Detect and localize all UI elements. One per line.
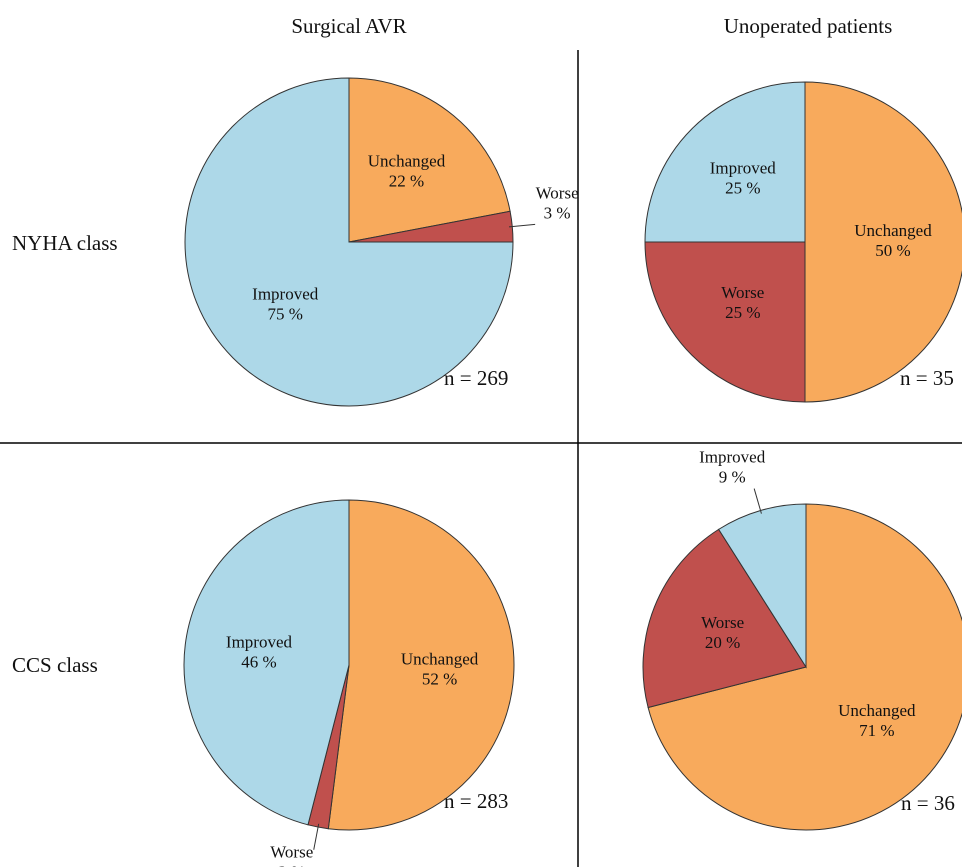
column-title: Surgical AVR (291, 14, 406, 38)
pie-slice (642, 528, 807, 709)
slice-value-label: 22 % (389, 171, 424, 190)
slice-label: Unchanged (854, 221, 932, 240)
pie-slice (644, 241, 806, 403)
pie-slice (183, 499, 350, 826)
slice-value-label: 25 % (725, 179, 760, 198)
leader-line (313, 823, 320, 850)
pie-slice (647, 503, 962, 831)
leader-line (508, 223, 536, 228)
slice-value-label: 75 % (268, 305, 303, 324)
slice-label: Improved (699, 447, 766, 466)
slice-label: Worse (536, 183, 579, 202)
pie-slice (644, 81, 806, 243)
row-label: NYHA class (12, 231, 118, 255)
sample-size: n = 36 (901, 791, 955, 815)
pie-slice (184, 77, 514, 407)
slice-value-label: 50 % (875, 241, 910, 260)
slice-label: Improved (226, 633, 293, 652)
slice-label: Improved (252, 285, 319, 304)
slice-label: Worse (270, 843, 313, 862)
slice-value-label: 9 % (719, 467, 746, 486)
slice-label: Worse (701, 613, 744, 632)
column-title: Unoperated patients (724, 14, 893, 38)
slice-value-label: 25 % (725, 303, 760, 322)
slice-value-label: 52 % (422, 670, 457, 689)
pie-slice (804, 81, 962, 403)
slice-label: Unchanged (368, 151, 446, 170)
sample-size: n = 283 (444, 789, 508, 813)
slice-value-label: 71 % (859, 721, 894, 740)
sample-size: n = 35 (900, 366, 954, 390)
leader-line (753, 488, 762, 514)
slice-label: Improved (710, 159, 777, 178)
slice-value-label: 46 % (241, 653, 276, 672)
sample-size: n = 269 (444, 366, 508, 390)
row-label: CCS class (12, 653, 98, 677)
slice-label: Worse (721, 283, 764, 302)
slice-label: Unchanged (401, 650, 479, 669)
slice-label: Unchanged (838, 701, 916, 720)
pie-slice (348, 77, 511, 243)
slice-value-label: 20 % (705, 633, 740, 652)
slice-value-label: 2 % (278, 863, 305, 867)
slice-value-label: 3 % (544, 203, 571, 222)
pie-slice (327, 499, 515, 831)
